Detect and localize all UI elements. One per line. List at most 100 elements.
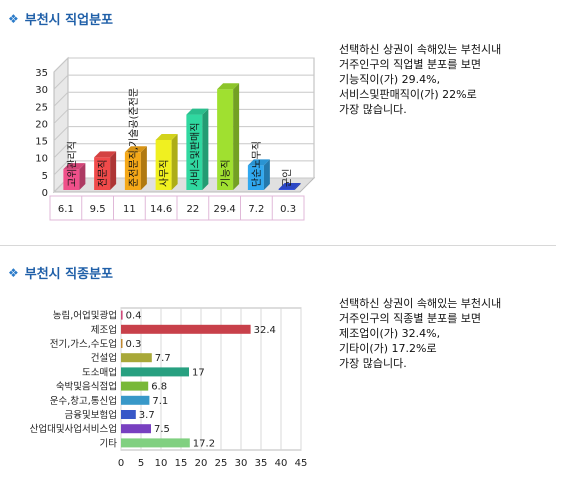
bar-value-label: 17.2 <box>193 438 215 449</box>
bar <box>94 151 117 190</box>
bar-category-label: 전문직 <box>97 159 109 187</box>
section-title-text: 부천시 직업분포 <box>24 13 114 28</box>
bar-category-label: 숙박및음식점업 <box>56 381 117 393</box>
bar-front <box>94 157 111 190</box>
value-label: 22 <box>187 204 200 215</box>
bar <box>155 133 178 190</box>
bar-category-label: 금융및보험업 <box>65 409 117 421</box>
value-label: 11 <box>123 204 136 215</box>
bar-front <box>155 139 172 190</box>
x-tick-label: 45 <box>295 458 308 469</box>
x-tick-label: 35 <box>255 458 268 469</box>
bar-category-label: 사무직 <box>159 159 171 187</box>
bar-value-label: 32.4 <box>254 325 276 336</box>
bar-front <box>63 169 80 190</box>
bar-front <box>247 165 264 190</box>
bar <box>247 159 270 190</box>
grid-line <box>53 126 69 141</box>
desc-line: 가장 많습니다. <box>339 357 407 370</box>
value-label: 14.6 <box>150 204 172 215</box>
x-tick-label: 40 <box>275 458 288 469</box>
desc-line: 거주인구의 직종별 분포를 보면 <box>339 312 482 325</box>
grid-line <box>53 74 69 90</box>
diamond-bullet-icon: ❖ <box>8 265 19 280</box>
bar-side <box>171 133 178 190</box>
bar-top <box>124 146 147 153</box>
bar-category-label: 건설업 <box>91 352 117 364</box>
bar-front <box>124 152 141 190</box>
bar-value-label: 0.3 <box>126 339 142 350</box>
section-title-industry: ❖ 부천시 직종분포 <box>8 263 114 283</box>
bar-side <box>110 151 117 190</box>
bar-side <box>233 83 240 190</box>
bar-category-label: 도소매업 <box>82 366 117 378</box>
grid-line <box>53 109 69 124</box>
bar-value-label: 7.7 <box>155 353 171 364</box>
bar <box>121 381 149 391</box>
bar-side <box>294 182 301 190</box>
bar-category-label: 기타 <box>100 438 118 449</box>
bar-side <box>140 146 147 190</box>
bar <box>121 424 151 434</box>
y-tick-label: 25 <box>35 102 48 113</box>
bar-category-label: 기능직 <box>220 159 232 187</box>
x-tick-label: 30 <box>235 458 248 469</box>
bar <box>278 182 301 190</box>
bar <box>121 324 251 334</box>
y-tick-label: 5 <box>42 171 48 182</box>
bar <box>121 395 150 405</box>
section-title-text: 부천시 직종분포 <box>24 267 114 282</box>
bar-value-label: 7.5 <box>154 424 170 435</box>
bar <box>121 353 152 363</box>
bar-side <box>79 163 86 190</box>
bar-value-label: 6.8 <box>151 382 167 393</box>
bar-value-label: 17 <box>192 367 205 378</box>
grid-line <box>53 57 69 73</box>
bar-top <box>186 108 209 115</box>
bar <box>121 367 189 377</box>
bar-top <box>217 83 240 90</box>
bar-category-label: 준전문직,기술공(준전문 <box>128 88 140 187</box>
bar-category-label: 운수,창고,통신업 <box>50 395 117 407</box>
bar-category-label: 전기,가스,수도업 <box>50 338 117 350</box>
bar-top <box>155 133 178 140</box>
desc-line: 서비스및판매직이(가) 22%로 <box>339 88 477 101</box>
y-tick-label: 0 <box>42 188 48 199</box>
value-label: 6.1 <box>58 204 74 215</box>
desc-line: 기타이(가) 17.2%로 <box>339 342 437 355</box>
bar <box>121 310 123 320</box>
grid-line <box>53 91 69 107</box>
bar <box>124 146 147 190</box>
y-tick-label: 15 <box>35 137 48 148</box>
bar-front <box>217 89 234 190</box>
bar <box>217 83 240 190</box>
bar-category-label: 군인 <box>282 169 294 187</box>
x-tick-label: 20 <box>195 458 208 469</box>
x-tick-label: 10 <box>155 458 168 469</box>
bar-category-label: 농림,어업및광업 <box>53 310 117 322</box>
bar-category-label: 고위관리직 <box>65 141 78 187</box>
desc-line: 선택하신 상권이 속해있는 부천시내 <box>339 297 502 310</box>
value-label: 29.4 <box>213 204 235 215</box>
y-tick-label: 20 <box>35 119 48 130</box>
desc-line: 제조업이(가) 32.4%, <box>339 327 441 340</box>
industry-description: 선택하신 상권이 속해있는 부천시내 거주인구의 직종별 분포를 보면 제조업이… <box>339 296 579 371</box>
value-label: 9.5 <box>90 204 106 215</box>
bar-value-label: 3.7 <box>139 410 155 421</box>
bar-category-label: 서비스및판매직 <box>189 123 201 187</box>
y-tick-label: 10 <box>35 154 48 165</box>
diamond-bullet-icon: ❖ <box>8 11 19 26</box>
bar-side <box>263 159 270 190</box>
x-tick-label: 25 <box>215 458 228 469</box>
bar-value-label: 7.1 <box>152 396 168 407</box>
occupation-bar-chart: 0 5 10 15 20 25 30 35 고위관리직 전문직 준전문직,기술공(준전문 사무직 서비스… <box>35 56 316 221</box>
bar-category-label: 제조업 <box>91 324 117 336</box>
section-title-occupation: ❖ 부천시 직업분포 <box>8 9 114 29</box>
bar-value-label: 0.4 <box>126 311 142 322</box>
bar-top <box>247 159 270 166</box>
bar-category-label: 단순노무직 <box>251 141 263 187</box>
value-label: 0.3 <box>280 204 296 215</box>
x-tick-label: 5 <box>138 458 144 469</box>
desc-line: 선택하신 상권이 속해있는 부천시내 <box>339 43 502 56</box>
x-tick-label: 15 <box>175 458 188 469</box>
